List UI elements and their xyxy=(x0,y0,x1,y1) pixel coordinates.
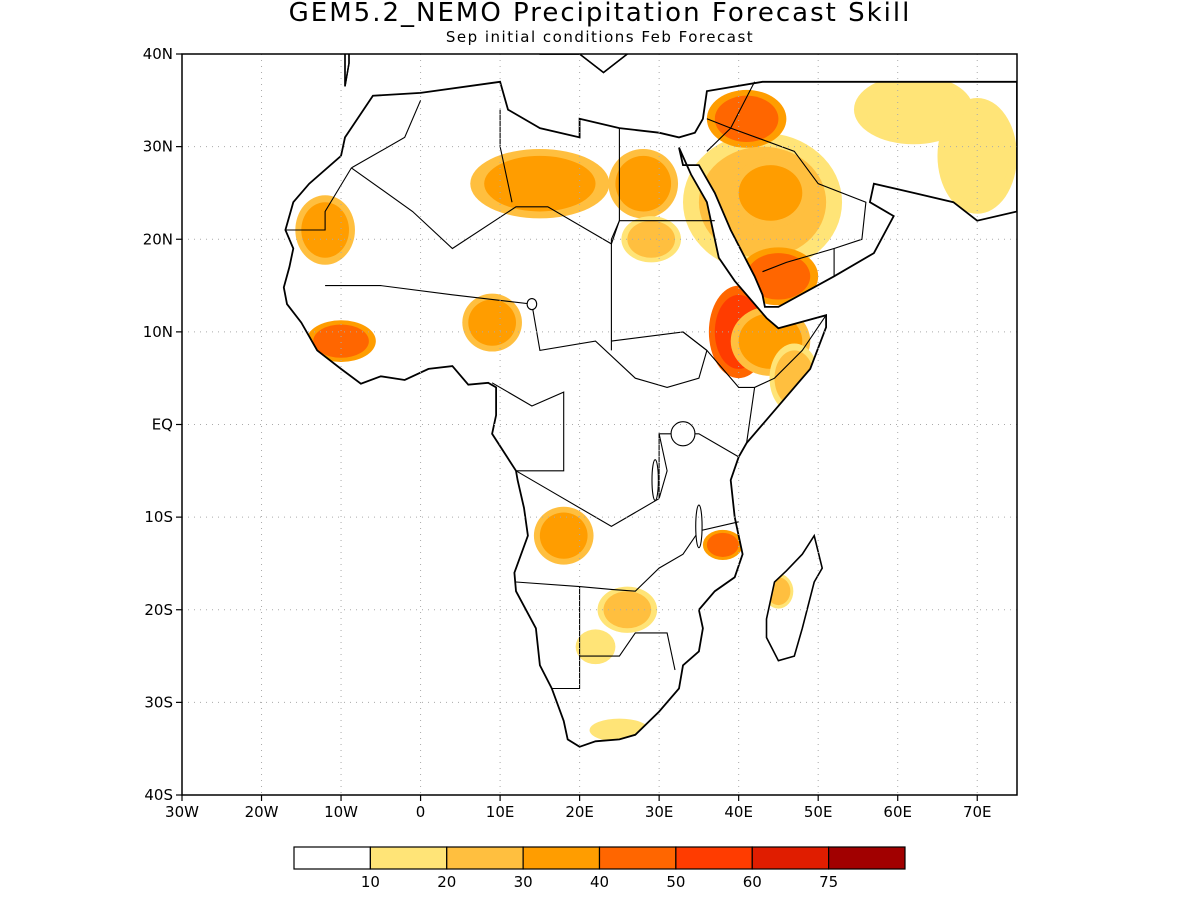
lake xyxy=(651,459,659,502)
country-border xyxy=(551,586,581,690)
colorbar-label: 60 xyxy=(743,873,762,891)
latitude-labels: 40N 30N 20N 10N EQ 10S 20S 30S 40S xyxy=(143,45,173,804)
country-border xyxy=(579,632,676,671)
lon-tick-label: 30W xyxy=(165,803,199,821)
colorbar-swatch xyxy=(751,846,830,870)
skill-region xyxy=(468,299,516,346)
colorbar-legend: 10 20 30 40 50 60 75 xyxy=(293,846,906,891)
lon-tick-label: 10W xyxy=(324,803,358,821)
skill-region xyxy=(313,324,369,358)
europe-coastline xyxy=(344,54,628,87)
skill-region xyxy=(484,155,596,212)
lake xyxy=(695,504,703,549)
coastline-layer xyxy=(282,54,1017,748)
plot-frame xyxy=(181,53,1018,796)
colorbar-label: 75 xyxy=(819,873,838,891)
lat-tick-label: 40S xyxy=(144,786,173,804)
colorbar-swatch xyxy=(598,846,677,870)
colorbar-swatch xyxy=(369,846,448,870)
lon-tick-label: 0 xyxy=(416,803,426,821)
madagascar-coastline xyxy=(765,533,824,662)
country-border xyxy=(746,387,756,444)
africa-coastline xyxy=(282,80,1017,748)
lat-tick-label: 10N xyxy=(143,323,173,341)
skill-region xyxy=(865,81,962,138)
lon-tick-label: 40E xyxy=(724,803,753,821)
colorbar-swatch xyxy=(293,846,371,870)
lat-tick-label: 40N xyxy=(143,45,173,63)
country-border xyxy=(610,128,620,351)
skill-shading-layer xyxy=(295,74,1017,742)
lon-tick-label: 10E xyxy=(486,803,515,821)
lake xyxy=(526,297,538,311)
country-border xyxy=(351,100,422,169)
skill-region xyxy=(595,720,644,740)
colorbar-label: 10 xyxy=(361,873,380,891)
colorbar-label: 50 xyxy=(666,873,685,891)
colorbar-swatch xyxy=(522,846,601,870)
colorbar-label: 40 xyxy=(590,873,609,891)
skill-region xyxy=(579,632,612,661)
country-border xyxy=(762,247,835,273)
colorbar-swatch xyxy=(675,846,753,870)
skill-region xyxy=(945,109,1010,203)
lat-tick-label: 30N xyxy=(143,138,173,156)
lon-tick-label: 20E xyxy=(565,803,594,821)
map-subtitle: Sep initial conditions Feb Forecast xyxy=(445,28,755,46)
skill-region xyxy=(539,512,588,559)
lon-tick-label: 60E xyxy=(883,803,912,821)
gridlines xyxy=(176,53,1017,801)
lon-tick-label: 20W xyxy=(245,803,279,821)
country-border xyxy=(706,127,867,277)
colorbar-label: 20 xyxy=(437,873,456,891)
lon-tick-label: 30E xyxy=(645,803,674,821)
europe-landmass xyxy=(344,54,629,87)
colorbar-swatch xyxy=(446,846,524,870)
lat-tick-label: EQ xyxy=(152,416,173,434)
lon-tick-label: 50E xyxy=(804,803,833,821)
skill-region xyxy=(706,532,739,557)
longitude-labels: 30W 20W 10W 0 10E 20E 30E 40E 50E 60E 70E xyxy=(165,803,991,821)
skill-region xyxy=(603,591,652,629)
lon-tick-label: 70E xyxy=(963,803,992,821)
lat-tick-label: 20N xyxy=(143,230,173,248)
lat-tick-label: 10S xyxy=(144,508,173,526)
country-border xyxy=(285,167,352,231)
lake xyxy=(670,421,696,447)
skill-region xyxy=(738,165,803,221)
lat-tick-label: 20S xyxy=(144,601,173,619)
land-outline-layer xyxy=(344,54,629,87)
map-title: GEM5.2_NEMO Precipitation Forecast Skill xyxy=(288,0,912,28)
lat-tick-label: 30S xyxy=(144,693,173,711)
skill-region xyxy=(746,253,811,300)
skill-region xyxy=(714,95,779,142)
country-border xyxy=(658,433,668,499)
skill-region xyxy=(627,220,676,258)
skill-region xyxy=(615,155,672,212)
colorbar-swatch xyxy=(828,846,906,870)
colorbar-label: 30 xyxy=(514,873,533,891)
country-border xyxy=(491,382,565,472)
